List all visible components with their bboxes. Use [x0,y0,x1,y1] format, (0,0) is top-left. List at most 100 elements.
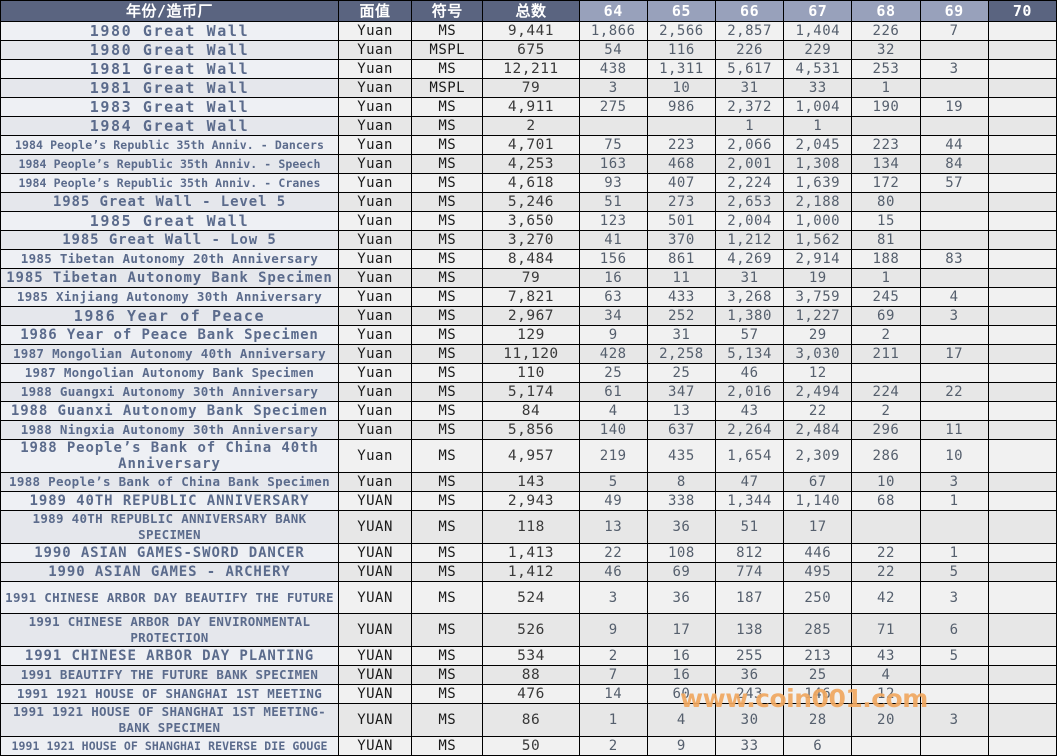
cell-total: 4,957 [482,439,580,473]
table-row[interactable]: 1984 People’s Republic 35th Anniv. - Cra… [0,173,1057,193]
cell-symbol: MS [411,306,484,326]
table-row[interactable]: 1980 Great Wall Yuan MSPL 675 54 116 226 229 32 [0,40,1057,60]
table-row[interactable]: 1990 ASIAN GAMES - ARCHERY YUAN MS 1,412 46 6… [0,562,1057,582]
cell-name: 1984 People’s Republic 35th Anniv. - Spe… [0,154,339,174]
column-header-g64[interactable]: 64 [578,0,648,22]
cell-g66: 3,268 [714,287,785,307]
cell-g70 [987,230,1057,250]
cell-g66: 5,617 [714,59,785,79]
cell-name: 1980 Great Wall [0,40,339,60]
table-row[interactable]: 1991 CHINESE ARBOR DAY PLANTING YUAN MS 534… [0,646,1057,666]
cell-symbol: MSPL [411,78,484,98]
cell-g66: 36 [714,665,785,685]
table-row[interactable]: 1980 Great Wall Yuan MS 9,441 1,866 2,566 2,85… [0,21,1057,41]
table-row[interactable]: 1989 40TH REPUBLIC ANNIVERSARY BANK SPEC… [0,510,1057,544]
cell-g66: 2,016 [714,382,785,402]
cell-g70 [987,439,1057,473]
table-row[interactable]: 1985 Tibetan Autonomy Bank Specimen Yuan M… [0,268,1057,288]
cell-g68 [851,736,921,756]
table-row[interactable]: 1991 BEAUTIFY THE FUTURE BANK SPECIMEN YU… [0,665,1057,685]
cell-total: 2,943 [482,491,580,511]
cell-g67: 1,000 [783,211,853,231]
table-row[interactable]: 1990 ASIAN GAMES-SWORD DANCER YUAN MS 1,413… [0,543,1057,563]
cell-total: 675 [482,40,580,60]
table-row[interactable]: 1987 Mongolian Autonomy Bank Specimen Yua… [0,363,1057,383]
cell-name: 1981 Great Wall [0,59,339,79]
cell-name: 1985 Tibetan Autonomy Bank Specimen [0,268,339,288]
table-row[interactable]: 1985 Great Wall - Low 5 Yuan MS 3,270 41 370 1… [0,230,1057,250]
cell-g64: 49 [578,491,648,511]
column-header-total[interactable]: 总数 [482,0,580,22]
table-row[interactable]: 1985 Tibetan Autonomy 20th Anniversary Yu… [0,249,1057,269]
cell-g64: 75 [578,135,648,155]
column-header-denom[interactable]: 面值 [337,0,413,22]
column-header-name[interactable]: 年份/造币厂 [0,0,339,22]
cell-g67: 1,308 [783,154,853,174]
table-row[interactable]: 1984 People’s Republic 35th Anniv. - Spe… [0,154,1057,174]
cell-g64: 34 [578,306,648,326]
cell-g67: 146 [783,684,853,704]
table-row[interactable]: 1985 Great Wall Yuan MS 3,650 123 501 2,004 1,0… [0,211,1057,231]
table-row[interactable]: 1986 Year of Peace Bank Specimen Yuan MS 12… [0,325,1057,345]
table-row[interactable]: 1988 Guangxi Autonomy 30th Anniversary Yu… [0,382,1057,402]
table-row[interactable]: 1989 40TH REPUBLIC ANNIVERSARY YUAN MS 2,94… [0,491,1057,511]
table-row[interactable]: 1991 CHINESE ARBOR DAY ENVIRONMENTAL PRO… [0,613,1057,647]
cell-g64: 219 [578,439,648,473]
cell-name: 1991 1921 HOUSE OF SHANGHAI REVERSE DIE … [0,736,339,756]
table-row[interactable]: 1991 1921 HOUSE OF SHANGHAI 1ST MEETING Y… [0,684,1057,704]
cell-g70 [987,154,1057,174]
cell-symbol: MS [411,491,484,511]
table-row[interactable]: 1981 Great Wall Yuan MS 12,211 438 1,311 5,617… [0,59,1057,79]
cell-total: 534 [482,646,580,666]
column-header-symbol[interactable]: 符号 [411,0,484,22]
cell-g67: 2,188 [783,192,853,212]
table-row[interactable]: 1983 Great Wall Yuan MS 4,911 275 986 2,372 1,0… [0,97,1057,117]
cell-g67: 1,004 [783,97,853,117]
table-row[interactable]: 1988 Ningxia Autonomy 30th Anniversary Yu… [0,420,1057,440]
column-header-g69[interactable]: 69 [919,0,989,22]
cell-g65: 2,566 [646,21,716,41]
cell-name: 1985 Great Wall [0,211,339,231]
cell-g65: 69 [646,562,716,582]
column-header-g65[interactable]: 65 [646,0,716,22]
cell-g64: 54 [578,40,648,60]
cell-g70 [987,472,1057,492]
cell-g68: 22 [851,543,921,563]
cell-g70 [987,665,1057,685]
column-header-g66[interactable]: 66 [714,0,785,22]
cell-g70 [987,192,1057,212]
cell-denom: Yuan [337,439,413,473]
cell-g66: 1,344 [714,491,785,511]
cell-denom: YUAN [337,703,413,737]
table-row[interactable]: 1986 Year of Peace Yuan MS 2,967 34 252 1,380 1… [0,306,1057,326]
table-header: 年份/造币厂 面值 符号 总数 64 65 66 67 68 69 70 [0,0,1057,22]
cell-g66: 226 [714,40,785,60]
column-header-g68[interactable]: 68 [851,0,921,22]
cell-g65: 407 [646,173,716,193]
cell-g64: 9 [578,613,648,647]
table-row[interactable]: 1988 People’s Bank of China Bank Specime… [0,472,1057,492]
cell-g69: 10 [919,439,989,473]
table-row[interactable]: 1984 Great Wall Yuan MS 2 1 1 [0,116,1057,136]
cell-g68: 15 [851,211,921,231]
table-row[interactable]: 1984 People’s Republic 35th Anniv. - Dan… [0,135,1057,155]
table-row[interactable]: 1981 Great Wall Yuan MSPL 79 3 10 31 33 1 [0,78,1057,98]
cell-g69: 3 [919,306,989,326]
cell-total: 110 [482,363,580,383]
cell-g70 [987,97,1057,117]
cell-symbol: MS [411,135,484,155]
table-row[interactable]: 1991 CHINESE ARBOR DAY BEAUTIFY THE FUTU… [0,581,1057,614]
table-row[interactable]: 1988 People’s Bank of China 40th Anniver… [0,439,1057,473]
table-row[interactable]: 1987 Mongolian Autonomy 40th Anniversary… [0,344,1057,364]
table-row[interactable]: 1991 1921 HOUSE OF SHANGHAI 1ST MEETING-… [0,703,1057,737]
cell-g68: 4 [851,665,921,685]
table-row[interactable]: 1988 Guanxi Autonomy Bank Specimen Yuan MS… [0,401,1057,421]
cell-symbol: MS [411,401,484,421]
table-row[interactable]: 1985 Xinjiang Autonomy 30th Anniversary Y… [0,287,1057,307]
column-header-g67[interactable]: 67 [783,0,853,22]
cell-name: 1987 Mongolian Autonomy 40th Anniversary [0,344,339,364]
table-row[interactable]: 1985 Great Wall - Level 5 Yuan MS 5,246 51 27… [0,192,1057,212]
table-row[interactable]: 1991 1921 HOUSE OF SHANGHAI REVERSE DIE … [0,736,1057,756]
cell-name: 1985 Great Wall - Level 5 [0,192,339,212]
column-header-g70[interactable]: 70 [987,0,1057,22]
